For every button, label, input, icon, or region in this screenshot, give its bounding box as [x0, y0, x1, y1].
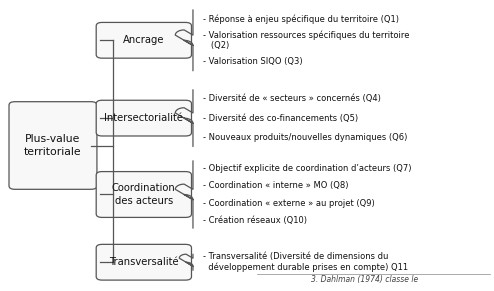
Text: - Objectif explicite de coordination d’acteurs (Q7): - Objectif explicite de coordination d’a…	[203, 164, 412, 173]
FancyBboxPatch shape	[96, 100, 192, 136]
Text: - Valorisation ressources spécifiques du territoire
   (Q2): - Valorisation ressources spécifiques du…	[203, 31, 410, 50]
Text: - Diversité des co-financements (Q5): - Diversité des co-financements (Q5)	[203, 113, 358, 123]
Text: - Transversalité (Diversité de dimensions du
  développement durable prises en c: - Transversalité (Diversité de dimension…	[203, 252, 408, 272]
Text: - Création réseaux (Q10): - Création réseaux (Q10)	[203, 216, 307, 225]
Text: 3. Dahlman (1974) classe le: 3. Dahlman (1974) classe le	[311, 275, 418, 284]
Text: - Coordination « interne » MO (Q8): - Coordination « interne » MO (Q8)	[203, 181, 348, 190]
FancyBboxPatch shape	[96, 244, 192, 280]
Text: - Nouveaux produits/nouvelles dynamiques (Q6): - Nouveaux produits/nouvelles dynamiques…	[203, 133, 407, 142]
Text: Coordination
des acteurs: Coordination des acteurs	[112, 183, 176, 206]
FancyBboxPatch shape	[96, 172, 192, 217]
Text: - Valorisation SIQO (Q3): - Valorisation SIQO (Q3)	[203, 57, 302, 66]
Text: - Réponse à enjeu spécifique du territoire (Q1): - Réponse à enjeu spécifique du territoi…	[203, 15, 399, 24]
Text: Plus-value
territoriale: Plus-value territoriale	[24, 134, 82, 157]
Text: Transversalité: Transversalité	[109, 257, 179, 267]
FancyBboxPatch shape	[96, 22, 192, 58]
Text: Intersectorialité: Intersectorialité	[104, 113, 183, 123]
Text: - Diversité de « secteurs » concernés (Q4): - Diversité de « secteurs » concernés (Q…	[203, 94, 381, 103]
FancyBboxPatch shape	[9, 102, 97, 189]
Text: Ancrage: Ancrage	[123, 35, 165, 45]
Text: - Coordination « externe » au projet (Q9): - Coordination « externe » au projet (Q9…	[203, 199, 374, 208]
